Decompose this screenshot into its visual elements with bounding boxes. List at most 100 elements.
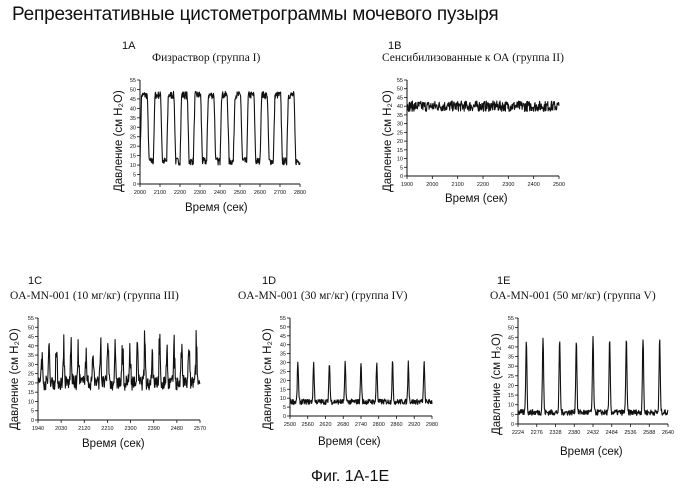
x-tick-label: 2120: [78, 426, 90, 432]
panel-label: 1B: [388, 40, 401, 52]
y-tick-label: 15: [130, 154, 136, 160]
y-tick-label: 55: [28, 316, 34, 322]
x-tick-label: 2432: [587, 430, 599, 436]
x-tick-label: 2380: [568, 430, 580, 436]
y-tick-label: 15: [397, 148, 403, 154]
y-tick-label: 5: [133, 173, 136, 179]
y-tick-label: 40: [397, 104, 403, 110]
y-tick-label: 50: [508, 326, 514, 332]
figure-title: Репрезентативные цистометрограммы мочево…: [12, 4, 499, 26]
y-tick-label: 40: [508, 345, 514, 351]
y-tick-label: 10: [28, 399, 34, 405]
y-tick-label: 50: [28, 325, 34, 331]
plot-1c: 0510152025303540455055194020302120221023…: [24, 316, 206, 434]
x-tick-label: 1940: [32, 426, 44, 432]
y-tick-label: 45: [28, 335, 34, 341]
y-tick-label: 35: [508, 355, 514, 361]
x-tick-label: 2030: [55, 426, 67, 432]
panel-subtitle: OA-MN-001 (30 мг/кг) (группа IV): [238, 290, 407, 302]
x-tick-label: 2800: [294, 190, 306, 196]
x-tick-label: 2920: [408, 422, 420, 428]
y-tick-label: 55: [397, 78, 403, 84]
x-tick-label: 2300: [502, 182, 514, 188]
y-tick-label: 10: [508, 403, 514, 409]
y-tick-label: 25: [280, 369, 286, 375]
y-tick-label: 25: [508, 374, 514, 380]
y-tick-label: 30: [397, 122, 403, 128]
y-tick-label: 30: [130, 125, 136, 131]
x-tick-label: 2276: [531, 430, 543, 436]
y-tick-label: 10: [130, 163, 136, 169]
panel-subtitle: Физраствор (группа I): [152, 52, 260, 64]
x-tick-label: 2860: [390, 422, 402, 428]
x-axis-label: Время (сек): [185, 202, 248, 214]
y-tick-label: 50: [130, 87, 136, 93]
y-axis-label: Давление (см H₂O): [262, 328, 274, 430]
plot-1a: 0510152025303540455055200021002200230024…: [126, 78, 306, 198]
x-tick-label: 2500: [284, 422, 296, 428]
y-tick-label: 40: [280, 343, 286, 349]
x-axis-label: Время (сек): [318, 436, 381, 448]
x-tick-label: 2740: [355, 422, 367, 428]
y-tick-label: 0: [511, 422, 514, 428]
y-tick-label: 35: [280, 352, 286, 358]
x-tick-label: 2224: [512, 430, 524, 436]
x-tick-label: 2000: [426, 182, 438, 188]
x-tick-label: 2680: [337, 422, 349, 428]
y-tick-label: 0: [283, 414, 286, 420]
x-tick-label: 2570: [194, 426, 206, 432]
y-tick-label: 5: [511, 412, 514, 418]
x-tick-label: 2640: [662, 430, 674, 436]
x-tick-label: 2588: [643, 430, 655, 436]
y-tick-label: 20: [130, 144, 136, 150]
y-tick-label: 25: [130, 135, 136, 141]
y-axis-label: Давление (см H₂O): [491, 333, 503, 435]
x-tick-label: 2800: [373, 422, 385, 428]
y-tick-label: 15: [508, 393, 514, 399]
y-tick-label: 55: [508, 316, 514, 322]
y-tick-label: 55: [280, 316, 286, 322]
series-line: [38, 331, 200, 391]
y-tick-label: 25: [28, 372, 34, 378]
x-tick-label: 2200: [174, 190, 186, 196]
panel-label: 1D: [262, 275, 276, 287]
x-tick-label: 2400: [528, 182, 540, 188]
y-tick-label: 40: [130, 106, 136, 112]
y-tick-label: 35: [130, 116, 136, 122]
y-axis-label: Давление (см H₂O): [113, 90, 125, 192]
y-tick-label: 5: [400, 165, 403, 171]
x-tick-label: 2100: [452, 182, 464, 188]
panel-label: 1C: [28, 275, 42, 287]
x-tick-label: 2980: [426, 422, 438, 428]
y-tick-label: 40: [28, 344, 34, 350]
y-axis-label: Давление (см H₂O): [9, 328, 21, 430]
y-tick-label: 30: [280, 361, 286, 367]
x-axis-label: Время (сек): [82, 438, 145, 450]
figure-caption: Фиг. 1A-1E: [0, 468, 700, 486]
x-tick-label: 2560: [302, 422, 314, 428]
x-tick-label: 2700: [274, 190, 286, 196]
x-tick-label: 2500: [234, 190, 246, 196]
plot-1d: 0510152025303540455055250025602620268027…: [276, 316, 438, 430]
y-tick-label: 20: [508, 383, 514, 389]
x-axis-label: Время (сек): [445, 193, 508, 205]
y-tick-label: 30: [508, 364, 514, 370]
y-tick-label: 0: [400, 174, 403, 180]
x-tick-label: 2620: [319, 422, 331, 428]
x-tick-label: 1900: [401, 182, 413, 188]
x-tick-label: 2400: [214, 190, 226, 196]
series-line: [407, 101, 559, 111]
x-tick-label: 2100: [154, 190, 166, 196]
y-tick-label: 15: [28, 390, 34, 396]
panel-label: 1E: [497, 275, 510, 287]
y-tick-label: 20: [397, 139, 403, 145]
y-tick-label: 5: [31, 409, 34, 415]
y-tick-label: 20: [280, 378, 286, 384]
x-tick-label: 2300: [124, 426, 136, 432]
panel-label: 1A: [122, 40, 135, 52]
y-tick-label: 50: [397, 87, 403, 93]
y-tick-label: 15: [280, 387, 286, 393]
x-tick-label: 2000: [134, 190, 146, 196]
plot-1e: 0510152025303540455055222422762328238024…: [504, 316, 674, 438]
y-tick-label: 0: [133, 182, 136, 188]
